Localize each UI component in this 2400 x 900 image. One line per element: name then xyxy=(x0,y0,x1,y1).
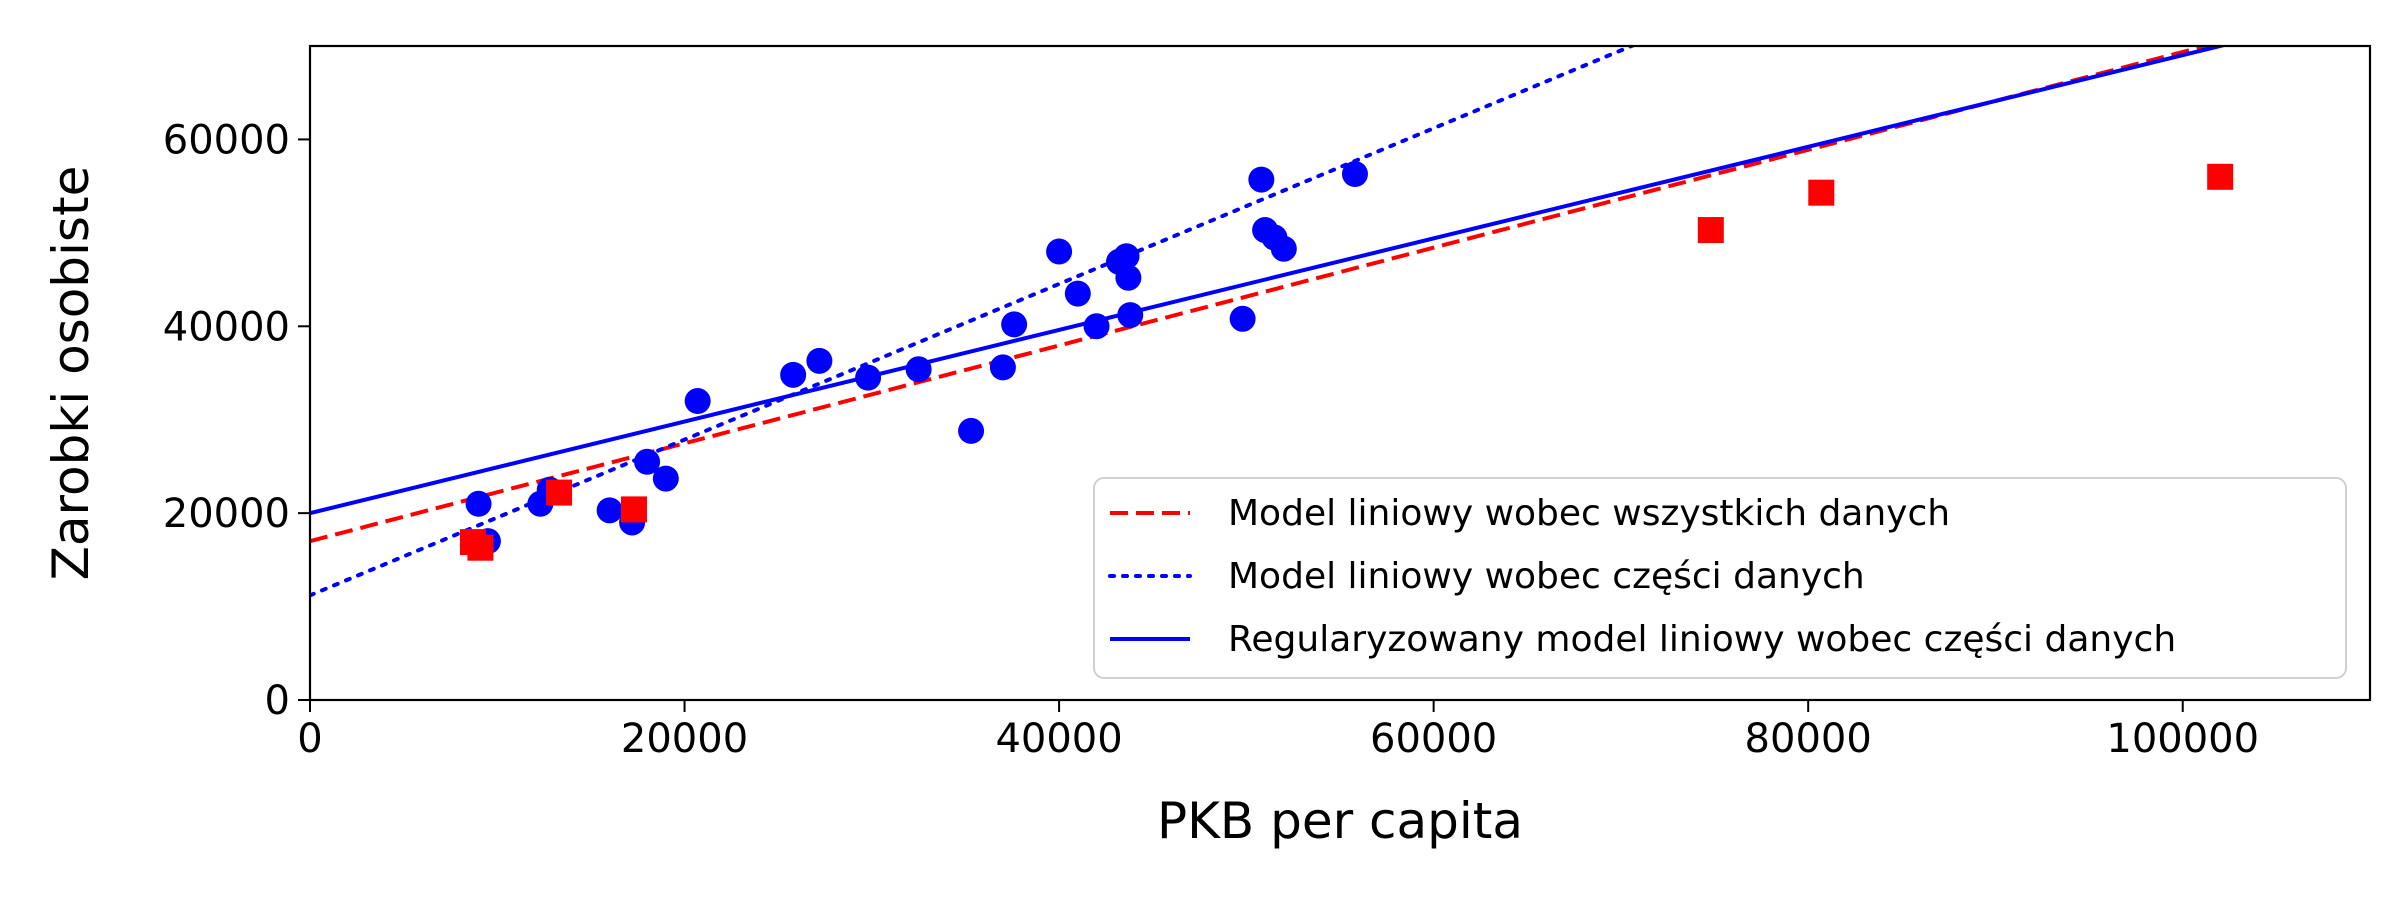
data-point xyxy=(684,388,711,415)
data-point xyxy=(465,490,492,517)
legend-label: Regularyzowany model liniowy wobec częśc… xyxy=(1228,619,2176,660)
y-axis-label: Zarobki osobiste xyxy=(42,166,100,581)
data-point xyxy=(652,465,679,492)
x-tick-label: 0 xyxy=(297,716,322,762)
outlier-point xyxy=(1697,217,1724,244)
data-point xyxy=(1248,166,1275,193)
data-point xyxy=(1117,302,1144,329)
outlier-point xyxy=(546,479,573,506)
data-point xyxy=(1001,311,1028,338)
data-point xyxy=(1115,264,1142,291)
data-point xyxy=(1229,305,1256,332)
data-point xyxy=(1113,243,1140,270)
data-point xyxy=(958,417,985,444)
data-point xyxy=(989,354,1016,381)
data-point xyxy=(596,497,623,524)
x-tick-label: 40000 xyxy=(995,716,1122,762)
x-axis-label: PKB per capita xyxy=(1157,792,1523,850)
data-point xyxy=(1046,238,1073,265)
data-point xyxy=(1341,160,1368,187)
model-line-solid xyxy=(310,46,2229,516)
data-point xyxy=(1270,235,1297,262)
x-tick-label: 100000 xyxy=(2106,716,2259,762)
y-tick-label: 20000 xyxy=(163,491,290,537)
legend: Model liniowy wobec wszystkich danych Mod… xyxy=(1093,477,2347,679)
y-tick-label: 0 xyxy=(265,678,290,724)
x-tick-label: 60000 xyxy=(1370,716,1497,762)
data-point xyxy=(634,448,661,475)
outlier-point xyxy=(620,496,647,523)
legend-box xyxy=(1093,477,2347,679)
data-point xyxy=(905,356,932,383)
outlier-point xyxy=(467,534,494,561)
data-point xyxy=(780,361,807,388)
outlier-point xyxy=(2207,163,2234,190)
legend-label: Model liniowy wobec wszystkich danych xyxy=(1228,493,1950,534)
data-point xyxy=(806,347,833,374)
data-point xyxy=(1064,280,1091,307)
legend-label: Model liniowy wobec części danych xyxy=(1228,556,1865,597)
y-tick-label: 40000 xyxy=(163,304,290,350)
data-point xyxy=(1083,313,1110,340)
data-point xyxy=(855,364,882,391)
y-tick-label: 60000 xyxy=(163,117,290,163)
x-tick-label: 80000 xyxy=(1745,716,1872,762)
x-tick-label: 20000 xyxy=(621,716,748,762)
plot-frame xyxy=(308,44,2372,702)
outlier-point xyxy=(1808,179,1835,206)
